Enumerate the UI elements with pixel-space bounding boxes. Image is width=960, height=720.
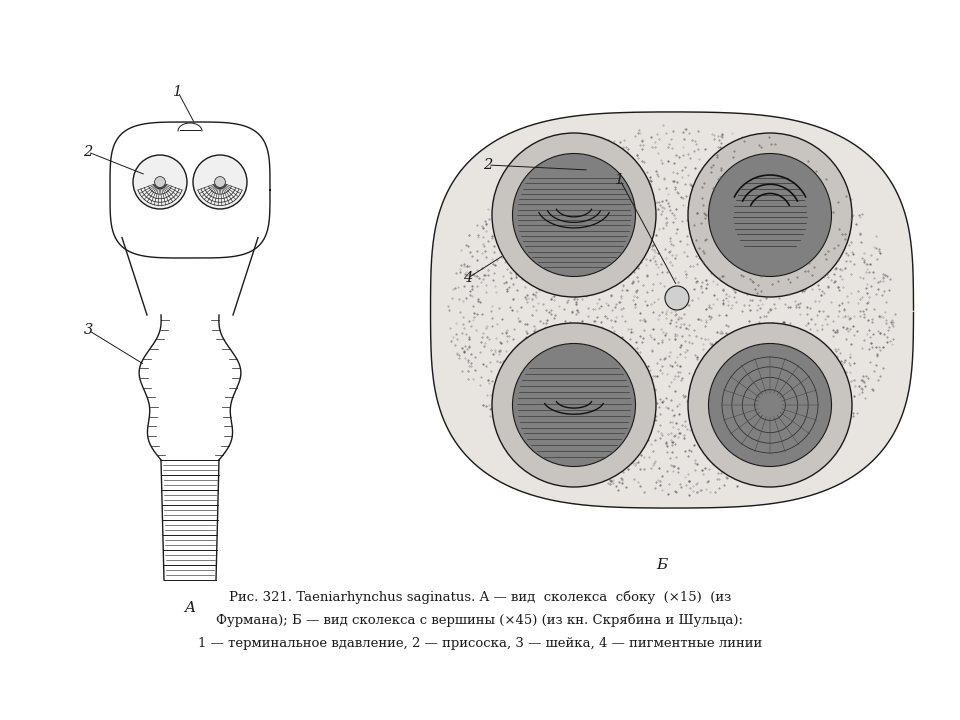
Text: 1: 1 — [615, 173, 625, 187]
Text: 1 — терминальное вдавление, 2 — присоска, 3 — шейка, 4 — пигментные линии: 1 — терминальное вдавление, 2 — присоска… — [198, 636, 762, 649]
Circle shape — [665, 286, 689, 310]
Polygon shape — [139, 315, 241, 460]
Text: 1: 1 — [174, 85, 182, 99]
Text: 3: 3 — [84, 323, 92, 337]
Text: Рис. 321. Taeniarhynchus saginatus. A — вид  сколекса  сбоку  (×15)  (из: Рис. 321. Taeniarhynchus saginatus. A — … — [228, 590, 732, 604]
Circle shape — [513, 153, 636, 276]
Circle shape — [688, 323, 852, 487]
Text: A: A — [184, 601, 196, 615]
Polygon shape — [430, 112, 914, 508]
Circle shape — [492, 133, 656, 297]
Circle shape — [708, 343, 831, 467]
Circle shape — [708, 153, 831, 276]
Circle shape — [155, 176, 165, 187]
Circle shape — [513, 343, 636, 467]
Text: Б: Б — [657, 558, 667, 572]
Circle shape — [193, 155, 247, 209]
Text: 2: 2 — [484, 158, 492, 172]
Text: Фурмана); Б — вид сколекса с вершины (×45) (из кн. Скрябина и Шульца):: Фурмана); Б — вид сколекса с вершины (×4… — [217, 613, 743, 626]
Text: 2: 2 — [84, 145, 92, 159]
Circle shape — [133, 155, 187, 209]
Polygon shape — [161, 460, 219, 580]
Polygon shape — [110, 122, 270, 258]
Circle shape — [215, 176, 226, 187]
Circle shape — [688, 133, 852, 297]
Text: 4: 4 — [464, 271, 472, 285]
Circle shape — [492, 323, 656, 487]
